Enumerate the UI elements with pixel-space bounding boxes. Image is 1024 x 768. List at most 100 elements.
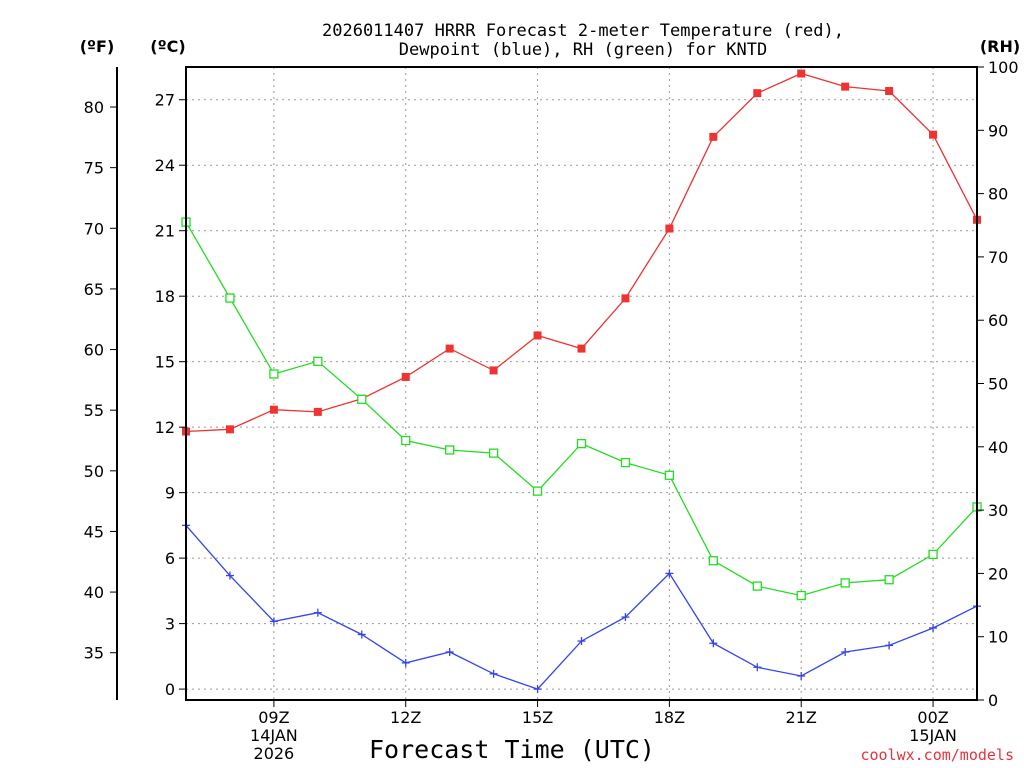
rh-unit-label: (RH) xyxy=(980,37,1020,56)
relative-humidity-point xyxy=(532,486,543,496)
fahrenheit-tick-label: 60 xyxy=(84,341,104,360)
x-tick-label: 15Z xyxy=(522,708,553,727)
celsius-tick-label: 9 xyxy=(165,484,175,503)
rh-tick-label: 30 xyxy=(988,501,1008,520)
temperature-point xyxy=(841,82,850,91)
celsius-tick-label: 3 xyxy=(165,615,175,634)
temperature-point xyxy=(753,89,762,98)
temperature-point xyxy=(665,224,674,233)
celsius-tick-label: 27 xyxy=(155,91,175,110)
temperature-point xyxy=(533,331,542,340)
credit-link[interactable]: coolwx.com/models xyxy=(860,746,1014,764)
fahrenheit-unit-label: (ºF) xyxy=(80,37,115,56)
celsius-unit-label: (ºC) xyxy=(150,37,185,56)
x-tick-date-label: 15JAN xyxy=(909,726,957,745)
dewpoint-point xyxy=(225,571,234,580)
fahrenheit-tick-label: 80 xyxy=(84,98,104,117)
temperature-point xyxy=(929,130,938,139)
temperature-point xyxy=(621,294,630,303)
rh-tick-label: 60 xyxy=(988,311,1008,330)
fahrenheit-tick-label: 65 xyxy=(84,280,104,299)
dewpoint-point xyxy=(533,685,542,694)
relative-humidity-point xyxy=(357,394,367,404)
plot-frame xyxy=(185,66,978,701)
dewpoint-point xyxy=(665,569,674,578)
chart-title-line-2: Dewpoint (blue), RH (green) for KNTD xyxy=(399,40,767,60)
rh-tick-label: 90 xyxy=(988,121,1008,140)
relative-humidity-point xyxy=(796,590,806,601)
fahrenheit-tick-label: 40 xyxy=(84,583,104,602)
temperature-point xyxy=(797,69,806,78)
relative-humidity-point xyxy=(488,448,499,458)
celsius-tick-label: 0 xyxy=(165,680,175,699)
rh-tick-label: 20 xyxy=(988,564,1008,583)
series-layer xyxy=(181,69,982,694)
relative-humidity-line xyxy=(185,221,978,597)
gridlines xyxy=(186,67,977,700)
x-tick-label: 09Z xyxy=(258,708,289,727)
dewpoint-point xyxy=(357,630,366,639)
relative-humidity-point xyxy=(664,470,675,480)
rh-tick-label: 0 xyxy=(988,691,998,710)
x-tick-label: 00Z xyxy=(917,708,948,727)
x-tick-label: 21Z xyxy=(786,708,817,727)
celsius-tick-label: 18 xyxy=(155,287,175,306)
relative-humidity-point xyxy=(269,369,279,379)
fahrenheit-tick-label: 70 xyxy=(84,219,104,238)
dewpoint-point xyxy=(621,613,630,622)
rh-tick-label: 80 xyxy=(988,185,1008,204)
rh-tick-label: 40 xyxy=(988,438,1008,457)
dewpoint-point xyxy=(313,608,322,617)
relative-humidity-point xyxy=(313,356,323,366)
dewpoint-point xyxy=(797,671,806,680)
temperature-point xyxy=(709,132,718,141)
dewpoint-point xyxy=(753,663,762,672)
fahrenheit-tick-label: 55 xyxy=(84,401,104,420)
relative-humidity-point xyxy=(225,293,235,303)
celsius-tick-label: 21 xyxy=(155,222,175,241)
relative-humidity-point xyxy=(620,457,631,468)
relative-humidity-point xyxy=(445,445,455,455)
fahrenheit-tick-label: 75 xyxy=(84,159,104,178)
dewpoint-point xyxy=(401,658,410,667)
rh-tick-label: 10 xyxy=(988,628,1008,647)
dewpoint-point xyxy=(577,637,586,646)
celsius-tick-label: 6 xyxy=(165,549,175,568)
temperature-point xyxy=(445,344,454,353)
temperature-point xyxy=(401,372,410,381)
dewpoint-point xyxy=(445,647,454,656)
relative-humidity-point xyxy=(884,575,894,585)
x-tick-label: 12Z xyxy=(390,708,421,727)
dewpoint-point xyxy=(709,639,718,648)
dewpoint-line xyxy=(185,524,978,690)
relative-humidity-point xyxy=(752,581,762,591)
celsius-tick-label: 12 xyxy=(155,418,175,437)
x-tick-date-label: 14JAN xyxy=(250,726,298,745)
temperature-point xyxy=(313,407,322,416)
x-tick-year-label: 2026 xyxy=(254,744,295,763)
temperature-point xyxy=(269,405,278,414)
dewpoint-point xyxy=(929,623,938,632)
x-axis-title: Forecast Time (UTC) xyxy=(369,735,655,764)
rh-tick-label: 100 xyxy=(988,58,1019,77)
relative-humidity-point xyxy=(840,578,850,588)
temperature-point xyxy=(885,87,894,96)
dewpoint-point xyxy=(269,617,278,626)
dewpoint-point xyxy=(885,641,894,650)
relative-humidity-point xyxy=(928,549,938,560)
fahrenheit-tick-label: 45 xyxy=(84,522,104,541)
relative-humidity-point xyxy=(401,435,411,446)
dewpoint-point xyxy=(489,669,498,678)
celsius-tick-label: 15 xyxy=(155,353,175,372)
rh-tick-label: 50 xyxy=(988,375,1008,394)
temperature-line xyxy=(185,72,978,433)
fahrenheit-tick-label: 35 xyxy=(84,644,104,663)
chart-title-line-1: 2026011407 HRRR Forecast 2-meter Tempera… xyxy=(322,21,844,41)
axis-layer: 0 3 6 9 12 15 18 21 24 27 35 40 45 50 55 60 65 70 75 80 0 10 2… xyxy=(84,58,1019,763)
relative-humidity-point xyxy=(708,556,718,566)
fahrenheit-tick-label: 50 xyxy=(84,462,104,481)
celsius-tick-label: 24 xyxy=(155,156,175,175)
x-tick-label: 18Z xyxy=(654,708,685,727)
relative-humidity-point xyxy=(576,438,587,449)
